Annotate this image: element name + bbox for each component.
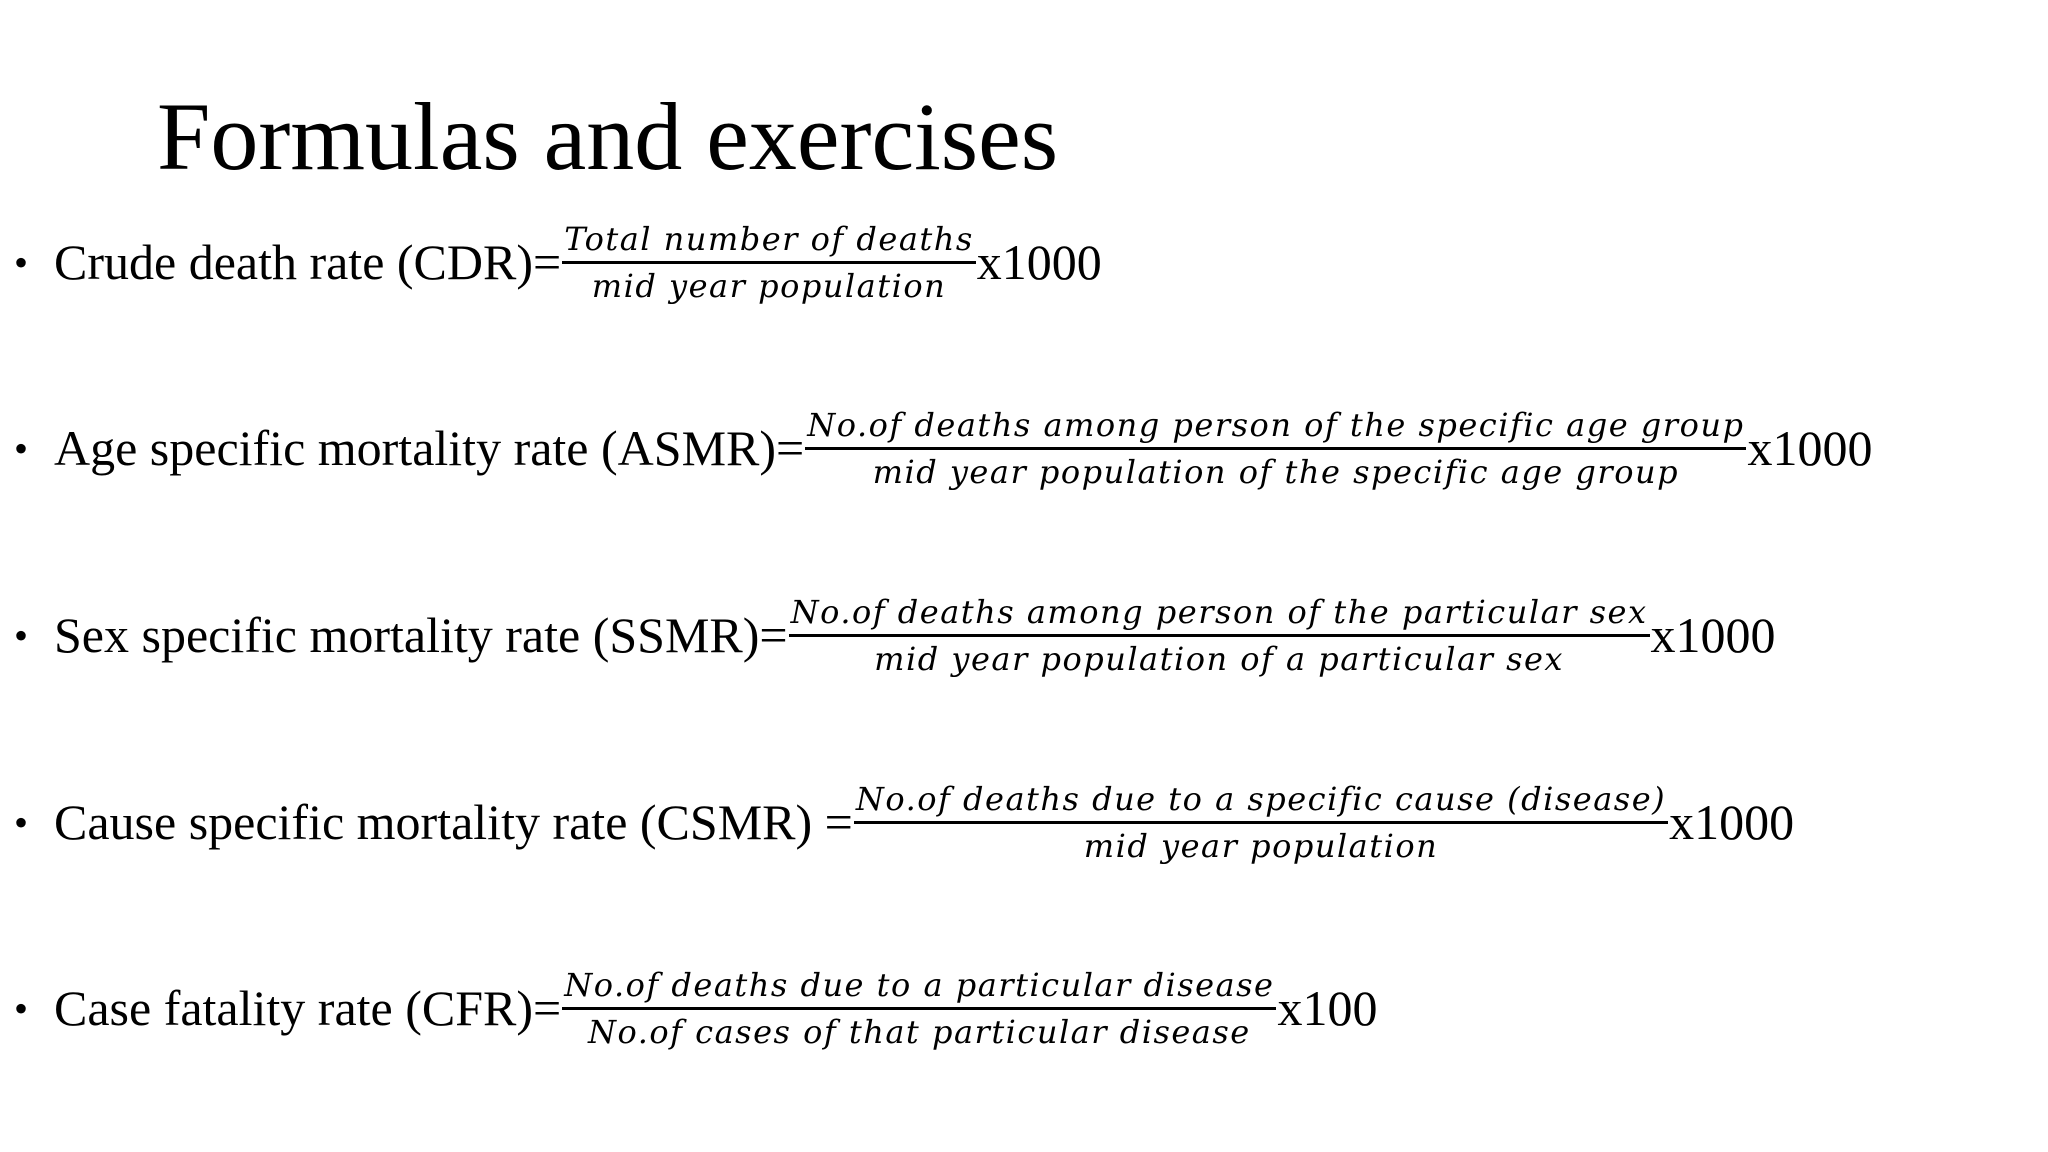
fraction-denominator: mid year population of a particular sex [874, 639, 1564, 678]
bullet-icon: • [14, 799, 29, 845]
fraction: Total number of deaths mid year populati… [562, 217, 976, 308]
fraction-numerator: No.of deaths among person of the specifi… [807, 405, 1745, 444]
fraction: No.of deaths among person of the particu… [788, 590, 1650, 681]
formula-item-asmr: • Age specific mortality rate (ASMR)= No… [14, 383, 1872, 513]
fraction-bar [562, 260, 976, 264]
formula-multiplier: x100 [1277, 980, 1378, 1036]
bullet-icon: • [14, 425, 29, 471]
fraction-bar [788, 633, 1650, 637]
formula-multiplier: x1000 [1669, 794, 1795, 850]
fraction: No.of deaths among person of the specifi… [805, 403, 1747, 494]
bullet-icon: • [14, 239, 29, 285]
formula-multiplier: x1000 [1650, 607, 1776, 663]
bullet-icon: • [14, 985, 29, 1031]
formula-label: Crude death rate (CDR)= [54, 234, 562, 290]
formula-item-cdr: • Crude death rate (CDR)= Total number o… [14, 197, 1102, 327]
fraction-denominator: No.of cases of that particular disease [587, 1012, 1251, 1051]
fraction-numerator: No.of deaths due to a specific cause (di… [855, 779, 1667, 818]
slide-title: Formulas and exercises [157, 83, 1059, 190]
formula-multiplier: x1000 [976, 234, 1102, 290]
fraction: No.of deaths due to a particular disease… [562, 963, 1277, 1054]
formula-multiplier: x1000 [1747, 420, 1873, 476]
fraction-denominator: mid year population [1083, 826, 1439, 865]
fraction-numerator: Total number of deaths [564, 219, 974, 258]
formula-label: Age specific mortality rate (ASMR)= [54, 420, 805, 476]
fraction-denominator: mid year population [591, 266, 947, 305]
formula-item-cfr: • Case fatality rate (CFR)= No.of deaths… [14, 943, 1377, 1073]
fraction-bar [805, 446, 1747, 450]
fraction-numerator: No.of deaths due to a particular disease [564, 965, 1275, 1004]
formula-label: Sex specific mortality rate (SSMR)= [54, 607, 788, 663]
formula-item-csmr: • Cause specific mortality rate (CSMR) =… [14, 757, 1794, 887]
fraction-bar [853, 820, 1669, 824]
bullet-icon: • [14, 612, 29, 658]
formula-label: Case fatality rate (CFR)= [54, 980, 562, 1036]
fraction-denominator: mid year population of the specific age … [872, 452, 1680, 491]
fraction-numerator: No.of deaths among person of the particu… [790, 592, 1648, 631]
formula-item-ssmr: • Sex specific mortality rate (SSMR)= No… [14, 570, 1776, 700]
formula-label: Cause specific mortality rate (CSMR) = [54, 794, 853, 850]
fraction: No.of deaths due to a specific cause (di… [853, 777, 1669, 868]
fraction-bar [562, 1006, 1277, 1010]
